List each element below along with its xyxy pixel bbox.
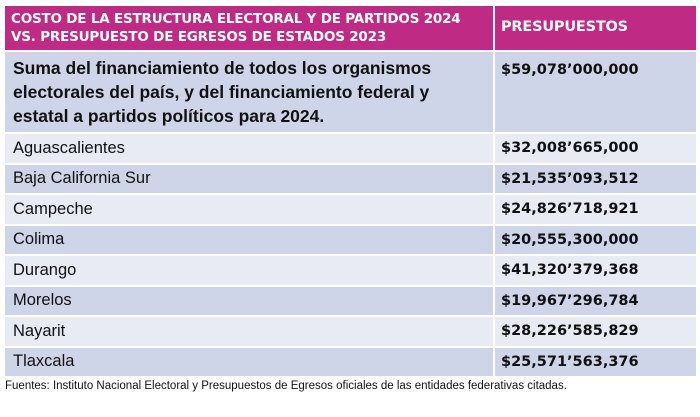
- row-label: Nayarit: [5, 317, 493, 346]
- table-row: Colima $20,555,300,000: [5, 225, 696, 254]
- table-header: COSTO DE LA ESTRUCTURA ELECTORAL Y DE PA…: [5, 6, 696, 50]
- table-row: Aguascalientes $32,008’665,000: [5, 134, 696, 163]
- row-value: $59,078’000,000: [495, 52, 696, 132]
- row-label: Suma del financiamiento de todos los org…: [5, 52, 493, 132]
- table-row: Suma del financiamiento de todos los org…: [5, 52, 696, 132]
- row-label: Colima: [5, 225, 493, 254]
- table-row: Morelos $19,967’296,784: [5, 286, 696, 315]
- row-value: $20,555,300,000: [495, 225, 696, 254]
- row-value: $41,320’379,368: [495, 256, 696, 285]
- table-row: Tlaxcala $25,571’563,376: [5, 347, 696, 376]
- title-line-2: VS. PRESUPUESTO DE EGRESOS DE ESTADOS 20…: [11, 29, 387, 45]
- row-value: $25,571’563,376: [495, 347, 696, 376]
- column-header-presupuestos: PRESUPUESTOS: [495, 6, 696, 50]
- table-row: Campeche $24,826’718,921: [5, 195, 696, 224]
- row-label: Durango: [5, 256, 493, 285]
- row-value: $28,226’585,829: [495, 317, 696, 346]
- row-value: $21,535’093,512: [495, 164, 696, 193]
- row-label: Campeche: [5, 195, 493, 224]
- table-row: Nayarit $28,226’585,829: [5, 317, 696, 346]
- table-row: Durango $41,320’379,368: [5, 256, 696, 285]
- row-value: $19,967’296,784: [495, 286, 696, 315]
- row-label: Tlaxcala: [5, 347, 493, 376]
- sources-footnote: Fuentes: Instituto Nacional Electoral y …: [5, 380, 567, 392]
- title-line-1: COSTO DE LA ESTRUCTURA ELECTORAL Y DE PA…: [11, 11, 461, 27]
- table-title: COSTO DE LA ESTRUCTURA ELECTORAL Y DE PA…: [5, 6, 493, 50]
- row-label: Baja California Sur: [5, 164, 493, 193]
- row-label: Morelos: [5, 286, 493, 315]
- table-row: Baja California Sur $21,535’093,512: [5, 164, 696, 193]
- row-value: $24,826’718,921: [495, 195, 696, 224]
- row-value: $32,008’665,000: [495, 134, 696, 163]
- budget-table: COSTO DE LA ESTRUCTURA ELECTORAL Y DE PA…: [3, 4, 698, 378]
- row-label: Aguascalientes: [5, 134, 493, 163]
